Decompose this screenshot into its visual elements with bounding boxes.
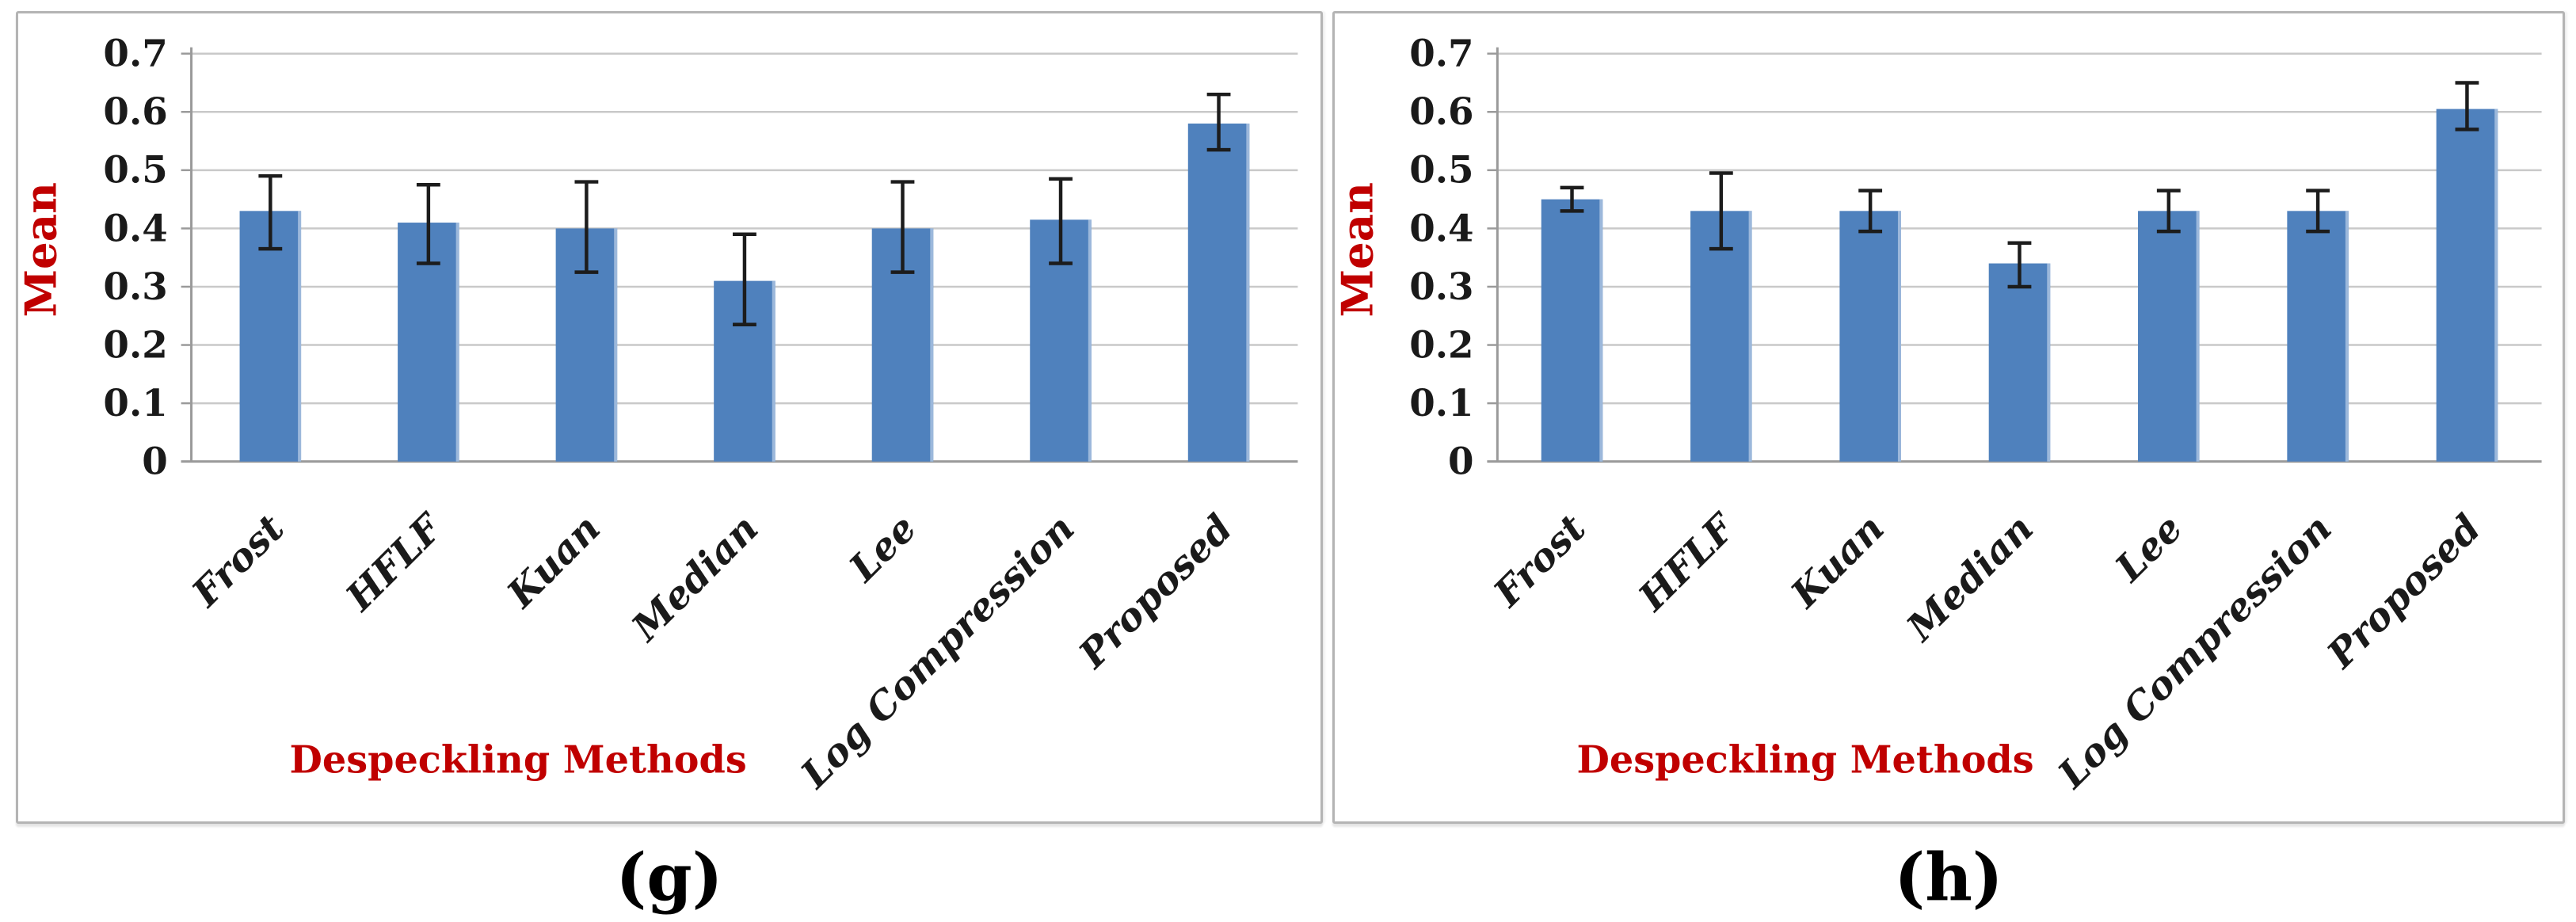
bar-edge-highlight	[1748, 211, 1752, 462]
bars	[1541, 109, 2498, 462]
y-tick-label: 0.4	[1409, 207, 1473, 250]
y-tick-label: 0.5	[1409, 149, 1473, 192]
bar-edge-highlight	[455, 223, 459, 462]
bar-Frost	[239, 211, 302, 462]
bar-Median	[1988, 263, 2051, 462]
bar-edge-highlight	[1246, 123, 1250, 462]
y-tick-label: 0.6	[103, 90, 167, 134]
y-tick-label: 0.2	[103, 323, 167, 367]
y-tick-label: 0	[1448, 440, 1474, 484]
x-category-label: Log Compression	[791, 506, 1083, 798]
y-tick-label: 0.1	[1409, 382, 1473, 425]
x-category-label: Median	[1897, 506, 2042, 651]
x-category-label: Lee	[840, 506, 925, 592]
x-axis-title: Despeckling Methods	[290, 737, 747, 782]
bar-edge-highlight	[2196, 211, 2200, 462]
y-axis-title: Mean	[18, 182, 67, 317]
y-tick-label: 0.2	[1409, 323, 1473, 367]
y-tick-labels: 0 0.1 0.2 0.3 0.4 0.5 0.6 0.7	[103, 32, 167, 484]
x-category-label: Kuan	[1781, 506, 1892, 617]
bars	[239, 123, 1250, 462]
bar-edge-highlight	[1088, 219, 1092, 462]
bar-edge-highlight	[2494, 109, 2498, 462]
bar-edge-highlight	[1599, 199, 1603, 462]
bar-chart-g: 0 0.1 0.2 0.3 0.4 0.5 0.6 0.7 Frost HFLF Kuan Media…	[18, 32, 1298, 798]
x-category-label: Proposed	[1069, 506, 1241, 678]
bar-edge-highlight	[930, 228, 934, 462]
bar-edge-highlight	[2345, 211, 2349, 462]
y-tick-label: 0.3	[1409, 265, 1473, 309]
y-axis-title: Mean	[1335, 182, 1382, 317]
bar-edge-highlight	[2047, 263, 2051, 462]
bar-Frost	[1541, 199, 1603, 462]
y-tick-marks	[181, 52, 192, 463]
error-bars	[1560, 81, 2479, 289]
bar-HFLF	[1690, 211, 1752, 462]
x-category-label: Frost	[1484, 506, 1595, 616]
y-tick-labels: 0 0.1 0.2 0.3 0.4 0.5 0.6 0.7	[1409, 32, 1473, 484]
y-tick-label: 0.7	[103, 32, 167, 76]
x-category-label: Frost	[182, 506, 292, 616]
bar-edge-highlight	[772, 280, 775, 462]
bar-edge-highlight	[298, 211, 302, 462]
bar-Proposed	[2436, 109, 2498, 462]
chart-panel-g: 0 0.1 0.2 0.3 0.4 0.5 0.6 0.7 Frost HFLF Kuan Media…	[16, 11, 1323, 824]
bar-edge-highlight	[1897, 211, 1901, 462]
chart-panel-h: 0 0.1 0.2 0.3 0.4 0.5 0.6 0.7 Frost HFLF Kuan Media…	[1332, 11, 2565, 824]
error-bars	[258, 92, 1231, 327]
y-tick-label: 0.3	[103, 265, 167, 309]
x-category-label: Proposed	[2318, 506, 2490, 678]
bar-Log Compression	[2287, 211, 2349, 462]
bar-Proposed	[1187, 123, 1250, 462]
y-tick-label: 0.6	[1409, 90, 1473, 134]
x-category-label: HFLF	[1629, 505, 1746, 621]
caption-h: (h)	[1894, 840, 2003, 916]
bar-Kuan	[1839, 211, 1901, 462]
y-tick-label: 0	[142, 440, 168, 484]
x-category-label: HFLF	[337, 505, 453, 621]
x-axis-title: Despeckling Methods	[1576, 737, 2033, 782]
caption-g: (g)	[615, 840, 723, 916]
x-category-label: Median	[623, 506, 768, 651]
y-tick-label: 0.5	[103, 149, 167, 192]
bar-chart-h: 0 0.1 0.2 0.3 0.4 0.5 0.6 0.7 Frost HFLF Kuan Media…	[1335, 32, 2542, 798]
x-category-label: Kuan	[497, 506, 608, 617]
y-tick-label: 0.7	[1409, 32, 1473, 76]
x-category-label: Lee	[2106, 506, 2192, 592]
bar-edge-highlight	[614, 228, 618, 462]
y-tick-label: 0.4	[103, 207, 167, 250]
y-tick-label: 0.1	[103, 382, 167, 425]
y-tick-marks	[1487, 52, 1498, 463]
x-category-label: Log Compression	[2048, 506, 2340, 798]
bar-Lee	[2138, 211, 2200, 462]
